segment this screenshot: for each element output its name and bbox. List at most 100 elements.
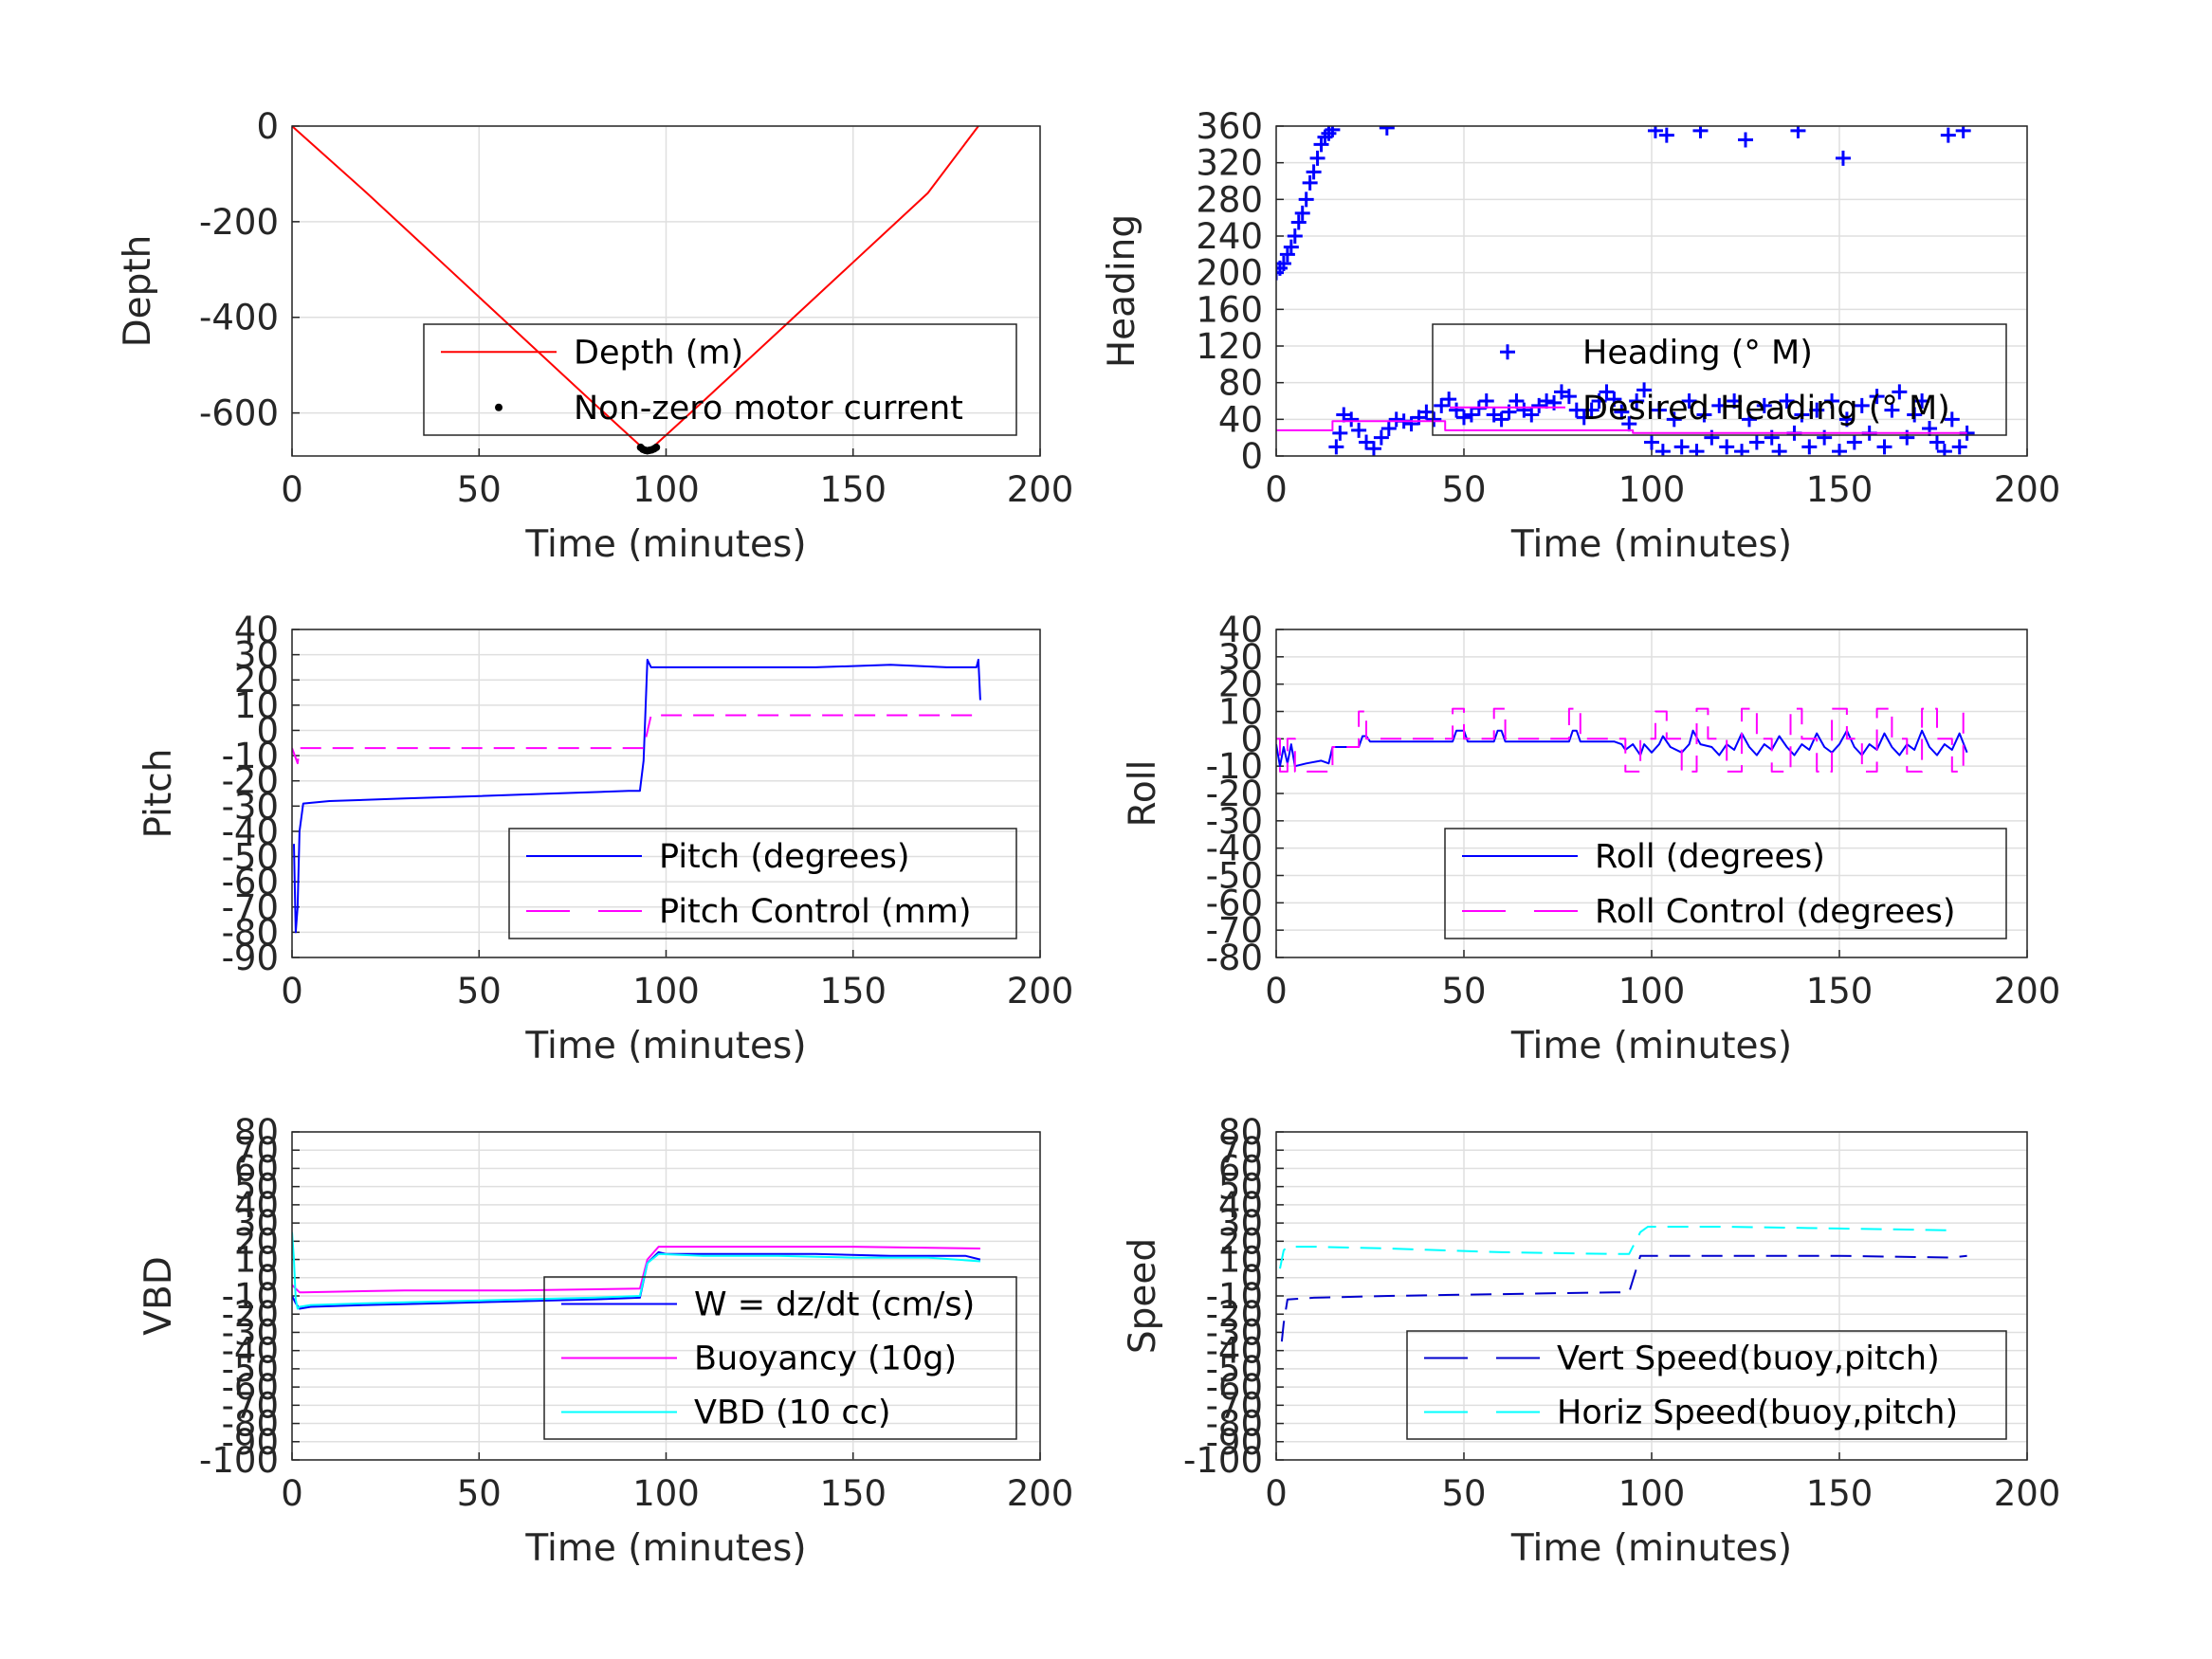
- x-tick-label: 150: [819, 469, 887, 510]
- y-tick-label: -50: [1206, 1349, 1263, 1390]
- legend: Pitch (degrees) Pitch Control (mm): [508, 828, 1017, 939]
- data-point: [1689, 444, 1705, 456]
- series-roll-1: [1276, 707, 1967, 773]
- data-point: [1306, 164, 1322, 180]
- data-point: [1711, 397, 1728, 413]
- x-tick-label: 200: [1007, 469, 1074, 510]
- y-tick-label: -70: [1206, 910, 1263, 951]
- x-tick-label: 50: [457, 469, 502, 510]
- y-tick-label: -100: [1183, 1440, 1263, 1481]
- y-tick-label: 0: [1240, 719, 1263, 759]
- data-point: [1748, 434, 1764, 450]
- y-tick-label: 20: [234, 660, 279, 701]
- y-tick-label: 20: [234, 1221, 279, 1262]
- data-point: [1287, 228, 1303, 244]
- chart-speed: 0 50 100 150 20080706050403020100-10-20-30-4…: [1122, 1112, 2060, 1570]
- y-tick-label: -90: [222, 1422, 279, 1463]
- y-tick-label: 10: [1218, 1240, 1263, 1281]
- y-tick-label: -10: [1206, 746, 1263, 787]
- y-tick-label: -20: [1206, 1294, 1263, 1335]
- legend-label: Desired Heading (° M): [1582, 390, 1950, 428]
- y-tick-label: 80: [1218, 363, 1263, 404]
- y-tick-label: 40: [234, 1185, 279, 1226]
- legend-label: Buoyancy (10g): [694, 1340, 957, 1378]
- legend-label: Roll (degrees): [1595, 838, 1825, 876]
- y-tick-label: 30: [234, 635, 279, 676]
- data-point: [1373, 429, 1389, 446]
- y-tick-label: 320: [1196, 143, 1263, 184]
- y-tick-label: -100: [199, 1440, 279, 1481]
- legend-box: [1444, 828, 2007, 939]
- legend-box: [1406, 1330, 2007, 1440]
- legend-label: VBD (10 cc): [694, 1395, 891, 1432]
- y-tick-label: 60: [234, 1148, 279, 1189]
- series-line: [1276, 729, 1968, 768]
- data-point: [1790, 126, 1806, 138]
- y-tick-label: -60: [222, 862, 279, 902]
- x-tick-label: 200: [1994, 1473, 2061, 1514]
- legend-label: Pitch Control (mm): [659, 893, 971, 931]
- x-tick-label: 150: [819, 1473, 887, 1514]
- axes-box: [1275, 1131, 2028, 1461]
- y-tick-label: 70: [234, 1130, 279, 1171]
- series-vbd-0: [292, 1250, 981, 1310]
- y-tick-label: 20: [1218, 1221, 1263, 1262]
- legend-label: Vert Speed(buoy,pitch): [1557, 1340, 1940, 1378]
- data-point: [1951, 439, 1967, 455]
- y-tick-label: 50: [234, 1167, 279, 1208]
- data-point: [1892, 384, 1908, 400]
- y-tick-label: -10: [1206, 1276, 1263, 1317]
- y-tick-label: -60: [1206, 1367, 1263, 1408]
- data-point: [1449, 402, 1465, 418]
- legend-label: Roll Control (degrees): [1595, 893, 1956, 931]
- y-tick-label: 40: [1218, 399, 1263, 440]
- y-tick-label: -20: [222, 1294, 279, 1335]
- y-tick-label: 80: [234, 1112, 279, 1153]
- data-point: [1651, 402, 1667, 418]
- legend-label: Pitch (degrees): [659, 838, 910, 876]
- data-point: [1388, 411, 1404, 428]
- data-point: [1936, 444, 1952, 456]
- data-point: [1940, 127, 1956, 143]
- y-tick-label: 80: [1218, 1112, 1263, 1153]
- data-point: [1944, 411, 1960, 428]
- data-point: [1561, 389, 1577, 405]
- x-tick-label: 50: [457, 1473, 502, 1514]
- y-tick-label: -30: [222, 1312, 279, 1353]
- data-point: [1884, 402, 1900, 418]
- y-tick-label: -80: [1206, 938, 1263, 978]
- y-axis-label: VBD: [137, 1256, 180, 1335]
- data-point: [1591, 393, 1607, 409]
- legend: Depth (m) Non-zero motor current: [423, 323, 1017, 436]
- legend: Heading (° M) Desired Heading (° M): [1432, 323, 2007, 436]
- data-point: [1493, 411, 1509, 428]
- x-tick-label: 100: [632, 971, 700, 1012]
- chart-depth: 0 50 100 150 200 0 -200 -400 -600 Time (minutes) D…: [117, 106, 1073, 566]
- data-point: [1294, 205, 1310, 221]
- series-vbd-2: [292, 1231, 980, 1310]
- y-tick-label: -40: [222, 811, 279, 852]
- y-tick-label: -40: [1206, 1331, 1263, 1372]
- data-point: [1621, 416, 1637, 432]
- data-point: [1854, 397, 1870, 413]
- y-tick-label: 10: [1218, 692, 1263, 733]
- data-point: [1801, 439, 1818, 455]
- x-tick-label: 100: [632, 469, 700, 510]
- y-tick-label: 10: [234, 1240, 279, 1281]
- y-tick-label: 0: [1240, 1258, 1263, 1299]
- data-point: [1539, 393, 1555, 409]
- y-tick-label: 0: [256, 106, 279, 147]
- legend-label: W = dz/dt (cm/s): [694, 1286, 975, 1324]
- y-tick-label: -80: [1206, 1404, 1263, 1445]
- chart-heading: 0 50 100 150 20004080120160200240280320360Ti…: [1101, 106, 2060, 566]
- y-tick-label: -40: [1206, 829, 1263, 869]
- data-point: [1636, 382, 1653, 398]
- data-point: [1719, 439, 1735, 455]
- data-point: [1756, 397, 1772, 413]
- data-point: [1325, 126, 1341, 137]
- data-point: [1696, 407, 1712, 423]
- data-point: [1524, 407, 1540, 423]
- x-tick-label: 150: [1806, 1473, 1874, 1514]
- y-tick-label: 280: [1196, 179, 1263, 220]
- y-tick-label: 240: [1196, 216, 1263, 257]
